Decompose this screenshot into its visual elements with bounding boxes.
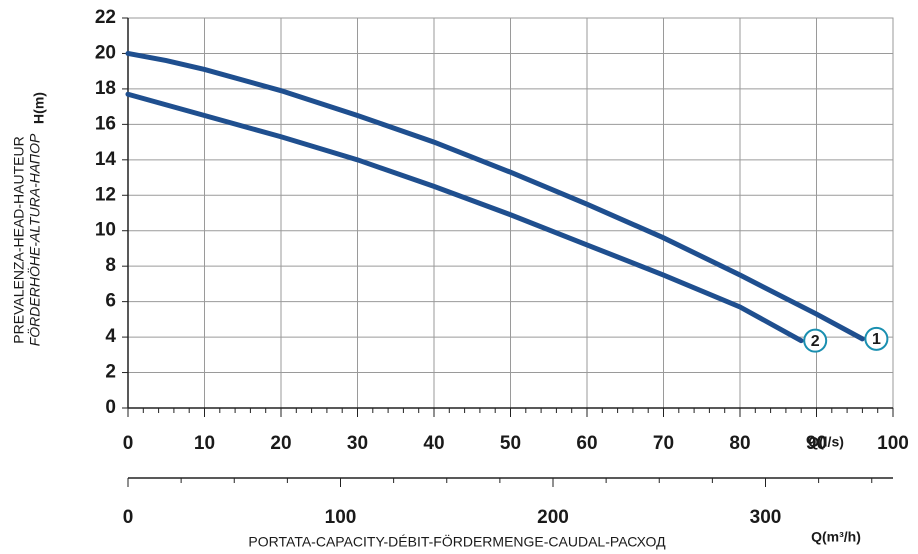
y-tick-label: 12 xyxy=(95,184,116,205)
y-label: PREVALENZA-HEAD-HAUTEUR xyxy=(11,136,27,343)
legend-label: 1 xyxy=(872,331,881,348)
x-tick-label: 40 xyxy=(423,433,444,454)
y-tick-label: 22 xyxy=(95,7,116,28)
y-tick-label: 16 xyxy=(95,113,116,134)
x-tick-label: 80 xyxy=(729,433,750,454)
x2-tick-label: 200 xyxy=(537,507,569,528)
y-tick-label: 2 xyxy=(105,362,116,383)
x-unit: Q(l/s) xyxy=(808,434,844,450)
y-unit: H(m) xyxy=(31,92,47,124)
y-tick-label: 8 xyxy=(105,255,116,276)
x-tick-label: 60 xyxy=(576,433,597,454)
x2-tick-label: 300 xyxy=(750,507,782,528)
x-tick-label: 90 xyxy=(806,433,827,454)
y-tick-label: 6 xyxy=(105,291,116,312)
x2-tick-label: 100 xyxy=(325,507,357,528)
curve-marker xyxy=(864,326,889,351)
y-tick-label: 18 xyxy=(95,78,116,99)
y-tick-label: 0 xyxy=(105,397,116,418)
x-tick-label: 30 xyxy=(347,433,368,454)
x-tick-label: 70 xyxy=(653,433,674,454)
y-tick-label: 14 xyxy=(95,149,117,170)
x2-unit: Q(m³/h) xyxy=(811,529,861,545)
y-tick-label: 20 xyxy=(95,42,116,63)
curve xyxy=(125,50,865,342)
curve xyxy=(125,91,804,344)
x-tick-label: 0 xyxy=(123,433,134,454)
x-tick-label: 10 xyxy=(194,433,215,454)
curve-marker xyxy=(803,328,828,353)
legend-label: 2 xyxy=(811,333,820,350)
x-tick-label: 50 xyxy=(500,433,521,454)
x-tick-label: 20 xyxy=(270,433,291,454)
y-tick-label: 10 xyxy=(95,220,116,241)
x-label: PORTATA-CAPACITY-DÉBIT-FÖRDERMENGE-CAUDA… xyxy=(248,533,666,550)
y-tick-label: 4 xyxy=(105,326,116,347)
x-tick-label: 100 xyxy=(877,433,909,454)
y-label: FÖRDERHÖHE-ALTURA-НАПОР xyxy=(26,133,43,346)
x2-tick-label: 0 xyxy=(123,507,134,528)
